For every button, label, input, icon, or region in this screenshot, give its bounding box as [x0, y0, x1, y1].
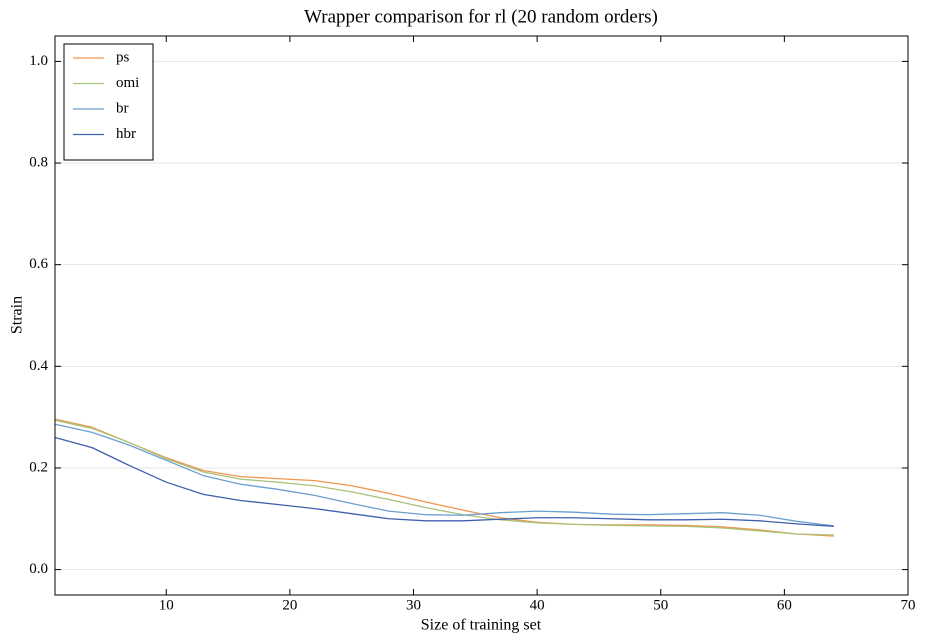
series-line — [54, 436, 834, 528]
y-tick-label: 0.8 — [29, 154, 48, 170]
plot-frame — [54, 35, 909, 596]
x-tick-label: 30 — [406, 597, 421, 613]
y-tick-label: 0.2 — [29, 459, 48, 475]
x-tick-label: 50 — [653, 597, 668, 613]
x-tick-label: 60 — [777, 597, 792, 613]
y-axis-label: Strain — [9, 296, 26, 334]
legend-label: ps — [116, 49, 130, 65]
x-tick-label: 40 — [530, 597, 545, 613]
y-tick-label: 0.0 — [29, 561, 48, 577]
x-tick-label: 10 — [159, 597, 174, 613]
y-tick-label: 0.4 — [29, 358, 48, 374]
legend-label: br — [116, 100, 129, 116]
legend-label: hbr — [116, 126, 136, 142]
legend-box — [63, 43, 154, 161]
x-axis-label: Size of training set — [421, 617, 542, 634]
legend-label: omi — [116, 75, 139, 91]
series-line — [54, 419, 834, 536]
series-line — [54, 423, 834, 527]
x-tick-label: 70 — [901, 597, 916, 613]
y-tick-label: 1.0 — [29, 53, 48, 69]
x-tick-label: 20 — [282, 597, 297, 613]
series-line — [54, 418, 834, 537]
chart-title: Wrapper comparison for rl (20 random ord… — [304, 6, 658, 27]
y-tick-label: 0.6 — [29, 256, 48, 272]
